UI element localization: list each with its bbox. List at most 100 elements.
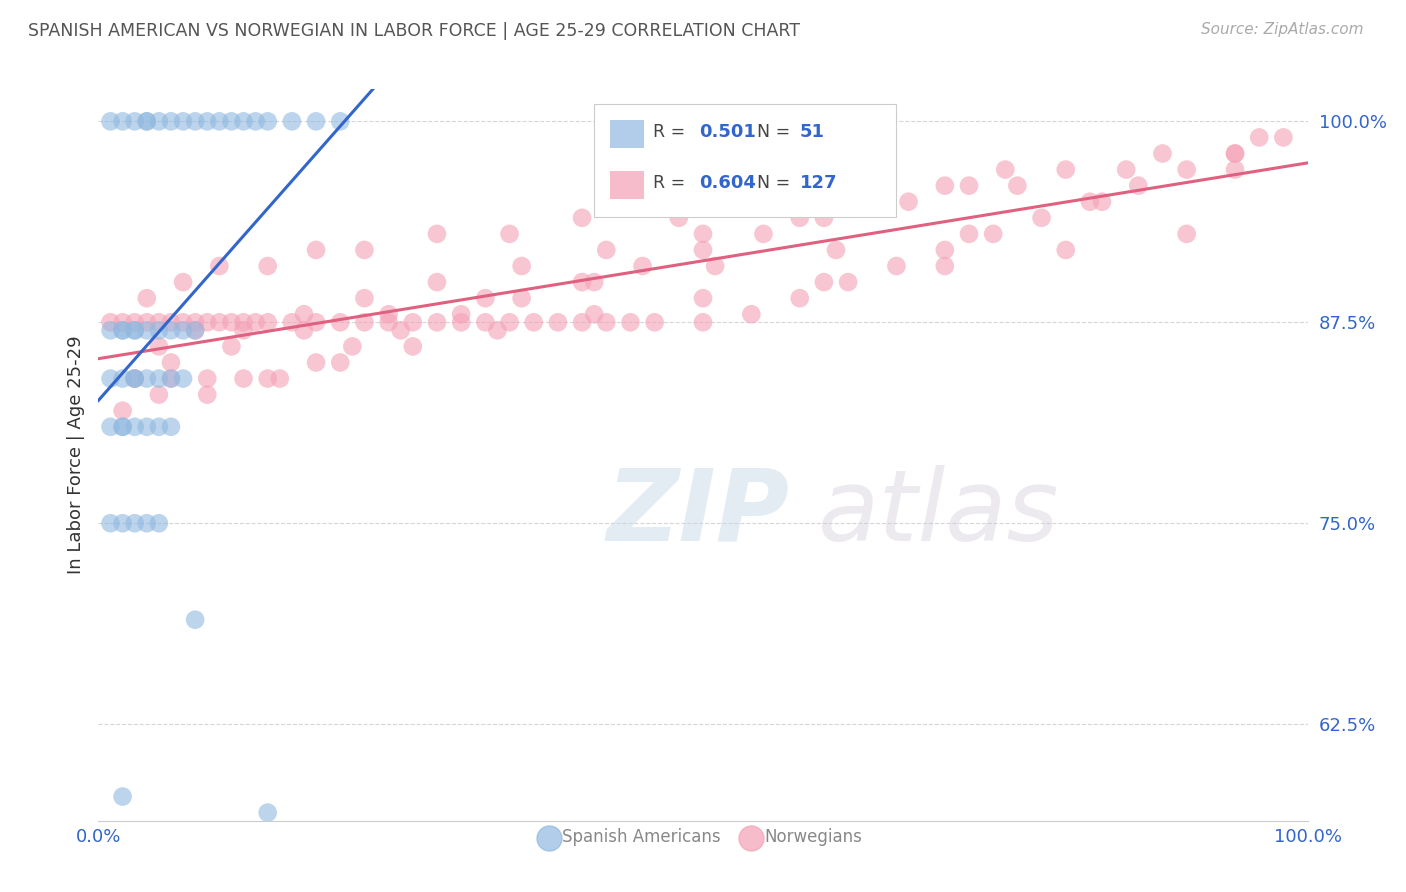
Point	[172, 371, 194, 385]
Y-axis label: In Labor Force | Age 25-29: In Labor Force | Age 25-29	[66, 335, 84, 574]
Point	[342, 339, 364, 353]
Point	[450, 307, 472, 321]
Point	[692, 243, 714, 257]
Point	[281, 315, 304, 329]
Point	[221, 339, 243, 353]
Point	[124, 323, 146, 337]
Point	[124, 114, 146, 128]
Point	[232, 114, 254, 128]
Point	[100, 419, 122, 434]
Point	[994, 162, 1017, 177]
Point	[389, 323, 412, 337]
Point	[292, 323, 315, 337]
Point	[704, 259, 727, 273]
Text: Source: ZipAtlas.com: Source: ZipAtlas.com	[1201, 22, 1364, 37]
Point	[160, 315, 183, 329]
Point	[221, 315, 243, 329]
Point	[377, 315, 399, 329]
Point	[135, 371, 157, 385]
Point	[860, 178, 883, 193]
Point	[934, 243, 956, 257]
Point	[269, 371, 291, 385]
Point	[837, 275, 859, 289]
Point	[740, 307, 762, 321]
Point	[172, 315, 194, 329]
Point	[111, 419, 134, 434]
Point	[100, 371, 122, 385]
FancyBboxPatch shape	[610, 120, 644, 148]
Point	[195, 371, 218, 385]
Point	[232, 371, 254, 385]
Point	[256, 805, 278, 820]
Point	[124, 516, 146, 531]
Point	[111, 789, 134, 804]
Legend: Spanish Americans, Norwegians: Spanish Americans, Norwegians	[537, 822, 869, 853]
Point	[184, 323, 207, 337]
Point	[135, 114, 157, 128]
Point	[124, 371, 146, 385]
Point	[135, 323, 157, 337]
Point	[1223, 146, 1246, 161]
Point	[1007, 178, 1029, 193]
Point	[100, 516, 122, 531]
Point	[353, 291, 375, 305]
Point	[957, 227, 980, 241]
Point	[523, 315, 546, 329]
Point	[184, 114, 207, 128]
Point	[148, 516, 170, 531]
Point	[135, 516, 157, 531]
Point	[172, 275, 194, 289]
Point	[1054, 243, 1077, 257]
Point	[124, 323, 146, 337]
Point	[124, 371, 146, 385]
Point	[571, 275, 593, 289]
Point	[1152, 146, 1174, 161]
Point	[100, 315, 122, 329]
Point	[232, 323, 254, 337]
Point	[886, 259, 908, 273]
Point	[329, 315, 352, 329]
Point	[135, 114, 157, 128]
Point	[172, 114, 194, 128]
Point	[1175, 162, 1198, 177]
Point	[510, 291, 533, 305]
Point	[329, 114, 352, 128]
Point	[124, 371, 146, 385]
Point	[644, 315, 666, 329]
Point	[353, 315, 375, 329]
Point	[668, 211, 690, 225]
Point	[256, 259, 278, 273]
Text: 0.604: 0.604	[699, 174, 756, 192]
Point	[221, 114, 243, 128]
Point	[160, 323, 183, 337]
Point	[692, 227, 714, 241]
Point	[595, 315, 617, 329]
Point	[111, 403, 134, 417]
Point	[148, 315, 170, 329]
Point	[1272, 130, 1295, 145]
Point	[184, 323, 207, 337]
Point	[1223, 146, 1246, 161]
Point	[426, 227, 449, 241]
Point	[195, 114, 218, 128]
Point	[934, 259, 956, 273]
Point	[1128, 178, 1150, 193]
Text: R =: R =	[654, 174, 692, 192]
Point	[571, 315, 593, 329]
Point	[789, 291, 811, 305]
Point	[498, 227, 520, 241]
Point	[583, 307, 606, 321]
Point	[245, 114, 267, 128]
FancyBboxPatch shape	[595, 103, 897, 218]
Point	[256, 315, 278, 329]
Text: 127: 127	[800, 174, 837, 192]
Point	[305, 315, 328, 329]
Point	[148, 387, 170, 401]
Point	[111, 371, 134, 385]
Point	[825, 243, 848, 257]
Point	[135, 315, 157, 329]
Point	[402, 315, 425, 329]
Point	[752, 227, 775, 241]
Point	[245, 315, 267, 329]
Point	[981, 227, 1004, 241]
